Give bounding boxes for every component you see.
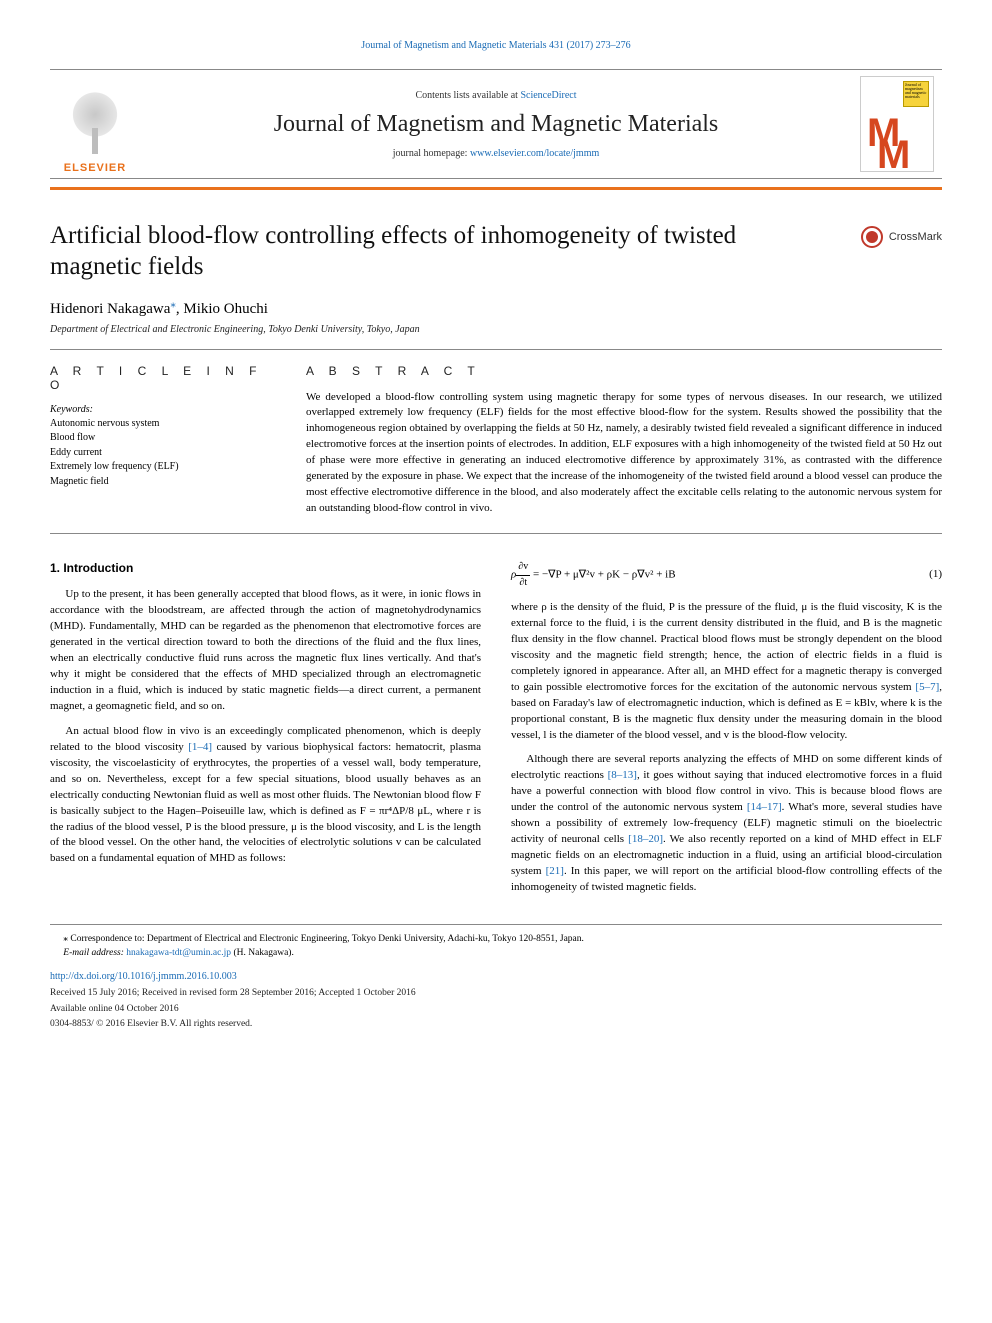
equation-1: ρ∂v∂t = −∇P + μ∇²v + ρK − ρ∇v² + iB (1) [511, 560, 942, 590]
elsevier-tree-icon [65, 90, 125, 160]
citation-link[interactable]: [18–20] [628, 833, 663, 845]
article-info-heading: A R T I C L E I N F O [50, 364, 270, 392]
contents-prefix: Contents lists available at [415, 90, 520, 101]
article-info-column: A R T I C L E I N F O Keywords: Autonomi… [50, 364, 270, 518]
body-paragraph: Up to the present, it has been generally… [50, 587, 481, 715]
article-history: Available online 04 October 2016 [50, 1003, 942, 1017]
homepage-prefix: journal homepage: [393, 148, 470, 159]
journal-masthead: ELSEVIER Contents lists available at Sci… [50, 69, 942, 179]
abstract-column: A B S T R A C T We developed a blood-flo… [306, 364, 942, 518]
body-paragraph: where ρ is the density of the fluid, P i… [511, 600, 942, 743]
cover-top-box: Journal of magnetism and magnetic materi… [903, 81, 929, 107]
copyright-line: 0304-8853/ © 2016 Elsevier B.V. All righ… [50, 1018, 942, 1032]
keywords-list: Autonomic nervous system Blood flow Eddy… [50, 417, 270, 490]
cover-m-icon: M [877, 133, 904, 172]
sciencedirect-link[interactable]: ScienceDirect [520, 90, 576, 101]
equation-body: ρ∂v∂t = −∇P + μ∇²v + ρK − ρ∇v² + iB [511, 560, 676, 590]
keywords-label: Keywords: [50, 404, 270, 415]
corresponding-text: Correspondence to: Department of Electri… [68, 934, 584, 944]
journal-title: Journal of Magnetism and Magnetic Materi… [274, 111, 719, 138]
body-text: . In this paper, we will report on the a… [511, 865, 942, 893]
keyword: Blood flow [50, 431, 270, 446]
contents-lists-line: Contents lists available at ScienceDirec… [415, 90, 576, 101]
cover-thumb-block: Journal of magnetism and magnetic materi… [852, 70, 942, 178]
abstract-heading: A B S T R A C T [306, 364, 942, 378]
keyword: Magnetic field [50, 475, 270, 490]
journal-homepage-link[interactable]: www.elsevier.com/locate/jmmm [470, 148, 599, 159]
crossmark-icon [861, 226, 883, 248]
citation-link[interactable]: [1–4] [188, 741, 212, 753]
email-label: E-mail address: [63, 948, 126, 958]
article-title: Artificial blood-flow controlling effect… [50, 220, 942, 283]
crossmark-label: CrossMark [889, 231, 942, 243]
abstract-text: We developed a blood-flow controlling sy… [306, 390, 942, 518]
section-heading-introduction: 1. Introduction [50, 560, 481, 577]
article-body: 1. Introduction Up to the present, it ha… [50, 560, 942, 896]
citation-link[interactable]: [14–17] [747, 801, 782, 813]
email-tail: (H. Nakagawa). [231, 948, 294, 958]
article-history: Received 15 July 2016; Received in revis… [50, 987, 942, 1001]
journal-homepage-line: journal homepage: www.elsevier.com/locat… [393, 148, 600, 159]
fraction-num: ∂v [516, 560, 530, 576]
keyword: Extremely low frequency (ELF) [50, 460, 270, 475]
fraction-den: ∂t [516, 576, 530, 591]
article-area: CrossMark Artificial blood-flow controll… [50, 220, 942, 1032]
publisher-block: ELSEVIER [50, 70, 140, 178]
crossmark-badge[interactable]: CrossMark [861, 226, 942, 248]
running-header: Journal of Magnetism and Magnetic Materi… [50, 40, 942, 51]
keyword: Eddy current [50, 446, 270, 461]
body-paragraph: An actual blood flow in vivo is an excee… [50, 724, 481, 867]
page: Journal of Magnetism and Magnetic Materi… [0, 0, 992, 1072]
body-text: where ρ is the density of the fluid, P i… [511, 601, 942, 693]
email-footnote: E-mail address: hnakagawa-tdt@umin.ac.jp… [50, 947, 942, 961]
eq-rhs: = −∇P + μ∇²v + ρK − ρ∇v² + iB [530, 569, 675, 581]
publisher-name: ELSEVIER [64, 162, 126, 174]
fraction: ∂v∂t [516, 560, 530, 590]
email-link[interactable]: hnakagawa-tdt@umin.ac.jp [126, 948, 231, 958]
info-abstract-row: A R T I C L E I N F O Keywords: Autonomi… [50, 350, 942, 534]
body-text: caused by various biophysical factors: h… [50, 741, 481, 865]
accent-bar [50, 187, 942, 190]
divider [50, 533, 942, 534]
citation-link[interactable]: [5–7] [915, 681, 939, 693]
running-header-link[interactable]: Journal of Magnetism and Magnetic Materi… [361, 40, 630, 51]
doi-link[interactable]: http://dx.doi.org/10.1016/j.jmmm.2016.10… [50, 970, 942, 985]
footnote-block: ⁎ Correspondence to: Department of Elect… [50, 924, 942, 1032]
author-name: , Mikio Ohuchi [176, 301, 268, 317]
keyword: Autonomic nervous system [50, 417, 270, 432]
citation-link[interactable]: [21] [546, 865, 564, 877]
body-paragraph: Although there are several reports analy… [511, 752, 942, 895]
corresponding-author-footnote: ⁎ Correspondence to: Department of Elect… [50, 933, 942, 947]
author-list: Hidenori Nakagawa⁎, Mikio Ohuchi [50, 297, 942, 318]
masthead-center: Contents lists available at ScienceDirec… [140, 70, 852, 178]
citation-link[interactable]: [8–13] [608, 769, 637, 781]
journal-cover-thumb: Journal of magnetism and magnetic materi… [860, 76, 934, 172]
affiliation: Department of Electrical and Electronic … [50, 324, 942, 335]
equation-number: (1) [929, 567, 942, 583]
author-name: Hidenori Nakagawa [50, 301, 170, 317]
